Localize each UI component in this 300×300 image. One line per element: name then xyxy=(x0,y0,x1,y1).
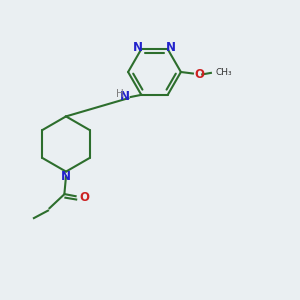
Text: H: H xyxy=(116,89,123,99)
Text: N: N xyxy=(120,91,130,103)
Text: N: N xyxy=(61,169,71,183)
Text: CH₃: CH₃ xyxy=(216,68,232,77)
Text: N: N xyxy=(166,41,176,54)
Text: O: O xyxy=(195,68,205,81)
Text: O: O xyxy=(79,190,89,204)
Text: N: N xyxy=(133,41,143,54)
